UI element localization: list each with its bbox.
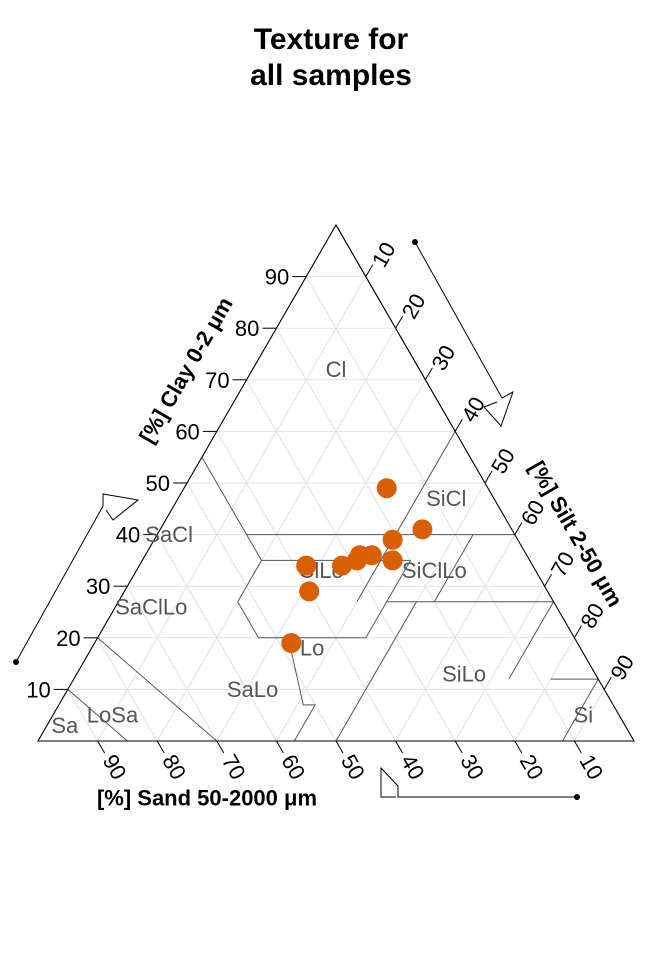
arrow-tail-dot	[574, 794, 580, 800]
class-boundary	[202, 457, 411, 560]
sand-tick	[276, 741, 283, 753]
class-label-salo: SaLo	[227, 677, 278, 702]
sand-tick-label: 60	[276, 750, 310, 784]
sand-tick	[515, 741, 522, 753]
sample-point	[296, 556, 316, 576]
sample-point	[281, 633, 301, 653]
clay-tick-label: 60	[175, 419, 199, 444]
clay-tick-label: 80	[235, 316, 259, 341]
class-boundary	[238, 602, 289, 638]
class-label-si: Si	[574, 703, 594, 728]
class-label-sa: Sa	[51, 713, 79, 738]
sand-tick-label: 30	[455, 750, 489, 784]
sand-tick	[336, 741, 343, 753]
class-label-sacl: SaCl	[145, 522, 193, 547]
sample-point	[412, 519, 432, 539]
sand-tick	[574, 741, 581, 753]
clay-tick-label: 30	[86, 574, 110, 599]
class-boundary	[288, 602, 386, 741]
sand-tick-label: 20	[515, 750, 549, 784]
sample-point	[377, 478, 397, 498]
sand-tick	[157, 741, 164, 753]
silt-tick	[485, 471, 492, 483]
grid-line	[187, 483, 336, 741]
clay-tick-label: 90	[265, 265, 289, 290]
class-boundary	[238, 560, 262, 601]
class-boundary	[336, 602, 417, 741]
class-label-sacllo: SaClLo	[115, 594, 187, 619]
sand-tick-label: 10	[574, 750, 608, 784]
sample-point	[383, 530, 403, 550]
class-label-lo: Lo	[300, 636, 324, 661]
sand-axis-title: [%] Sand 50-2000 μm	[97, 786, 317, 811]
sand-tick-label: 40	[396, 750, 430, 784]
silt-tick	[455, 419, 462, 431]
silt-tick	[574, 626, 581, 638]
silt-tick	[545, 574, 552, 586]
sample-point	[350, 545, 370, 565]
clay-tick-label: 10	[26, 677, 50, 702]
class-label-losa: LoSa	[87, 703, 139, 728]
sand-tick	[455, 741, 462, 753]
sample-point	[299, 581, 319, 601]
silt-tick	[366, 265, 373, 277]
clay-tick-label: 70	[205, 368, 229, 393]
sand-tick-label: 90	[98, 750, 132, 784]
arrow-tail-dot	[13, 659, 19, 665]
class-label-cl: Cl	[326, 357, 347, 382]
sand-tick	[98, 741, 105, 753]
class-boundary	[509, 602, 554, 679]
clay-tick-label: 20	[56, 626, 80, 651]
sample-point	[332, 556, 352, 576]
sand-tick	[217, 741, 224, 753]
silt-tick	[425, 368, 432, 380]
silt-axis-title: [%] Silt 2-50 μm	[524, 457, 628, 611]
sand-tick-label: 80	[157, 750, 191, 784]
silt-tick	[396, 316, 403, 328]
silt-tick	[604, 677, 611, 689]
sample-point	[383, 550, 403, 570]
class-label-silo: SiLo	[442, 661, 486, 686]
arrow-tail-dot	[412, 239, 418, 245]
sand-tick-label: 70	[217, 750, 251, 784]
clay-tick-label: 50	[146, 471, 170, 496]
clay-tick-label: 40	[116, 523, 140, 548]
class-label-sicllo: SiClLo	[402, 558, 467, 583]
class-label-sicl: SiCl	[426, 486, 466, 511]
sand-tick	[396, 741, 403, 753]
sand-tick-label: 50	[336, 750, 370, 784]
silt-tick	[515, 523, 522, 535]
